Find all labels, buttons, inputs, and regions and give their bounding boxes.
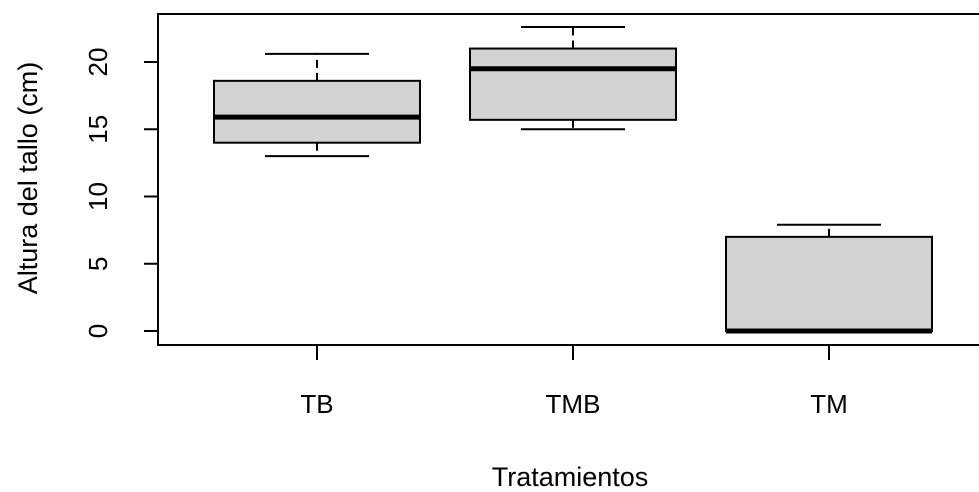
- iqr-box: [213, 79, 421, 144]
- iqr-box: [469, 47, 677, 121]
- x-tick-label: TM: [810, 389, 848, 419]
- y-tick-label: 5: [83, 257, 113, 271]
- y-tick-label: 15: [83, 115, 113, 144]
- x-axis: TB TMB TM: [300, 345, 848, 419]
- y-tick-label: 20: [83, 48, 113, 77]
- box-tm: [725, 223, 933, 334]
- y-tick-label: 10: [83, 182, 113, 211]
- x-axis-title: Tratamientos: [492, 462, 649, 492]
- box-tb: [213, 52, 421, 158]
- y-axis-title: Altura del tallo (cm): [13, 62, 43, 295]
- x-tick-label: TMB: [546, 389, 601, 419]
- iqr-box: [725, 235, 933, 333]
- box-tmb: [469, 26, 677, 131]
- box-group: [213, 26, 933, 334]
- y-axis: 0 5 10 15 20: [83, 48, 158, 338]
- x-tick-label: TB: [300, 389, 333, 419]
- y-tick-label: 0: [83, 324, 113, 338]
